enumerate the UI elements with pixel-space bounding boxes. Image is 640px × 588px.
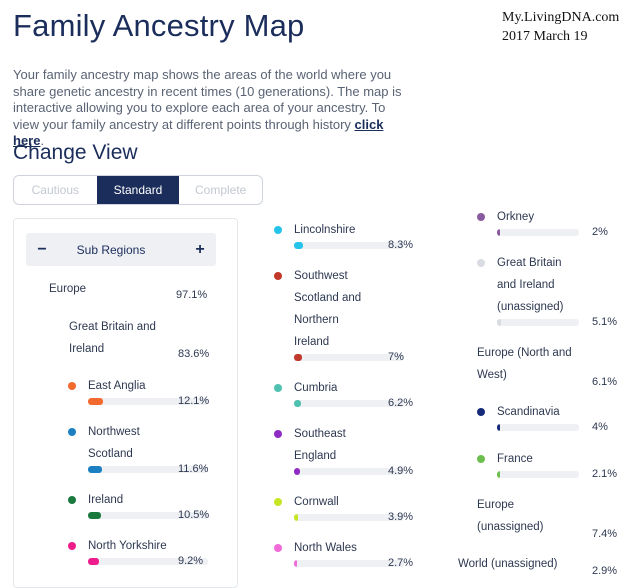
region-color-dot [68, 428, 76, 436]
region-percent: 6.1% [592, 376, 618, 388]
region-color-dot [274, 544, 282, 552]
intro-text: Your family ancestry map shows the areas… [13, 67, 413, 150]
subregion-name[interactable]: Southeast England [294, 428, 346, 462]
percentage-bar [497, 319, 579, 326]
subregion-name[interactable]: France [497, 453, 533, 465]
region-name[interactable]: Europe (unassigned) [477, 499, 544, 533]
percentage-bar [497, 424, 579, 431]
percentage-bar [294, 354, 404, 361]
subregion-percent: 9.2% [178, 555, 204, 567]
subregion-percent: 11.6% [178, 463, 209, 475]
percentage-fill [88, 466, 102, 473]
region-color-dot [274, 272, 282, 280]
region-color-dot [68, 382, 76, 390]
subregion-percent: 4% [592, 421, 608, 433]
region-name[interactable]: Europe [49, 283, 87, 295]
subregion-name[interactable]: North Yorkshire [88, 540, 167, 552]
percentage-fill [497, 229, 500, 236]
percentage-fill [294, 354, 302, 361]
region-name[interactable]: World (unassigned) [458, 558, 558, 570]
subregion-name[interactable]: Great Britain and Ireland (unassigned) [497, 257, 564, 313]
percentage-fill [497, 319, 501, 326]
region-color-dot [477, 213, 485, 221]
subregion-name[interactable]: Scandinavia [497, 406, 560, 418]
percentage-fill [294, 400, 301, 407]
percentage-bar [88, 558, 208, 565]
subregion-percent: 8.3% [388, 239, 414, 251]
region-name[interactable]: Europe (North and West) [477, 347, 572, 381]
percentage-fill [88, 558, 99, 565]
subregion-name[interactable]: Ireland [88, 494, 124, 506]
percentage-bar [294, 560, 404, 567]
region-color-dot [477, 455, 485, 463]
percentage-bar [294, 468, 404, 475]
subregion-percent: 12.1% [178, 395, 210, 407]
percentage-fill [497, 471, 500, 478]
subregion-percent: 3.9% [388, 511, 414, 523]
subregion-percent: 7% [388, 351, 404, 363]
percentage-bar [497, 471, 579, 478]
subregion-name[interactable]: Lincolnshire [294, 224, 356, 236]
subregion-name[interactable]: East Anglia [88, 380, 146, 392]
subregion-name[interactable]: Cornwall [294, 496, 339, 508]
region-color-dot [274, 498, 282, 506]
percentage-bar [294, 514, 404, 521]
region-color-dot [274, 384, 282, 392]
percentage-bar [88, 512, 208, 519]
subregion-percent: 2.7% [388, 557, 414, 569]
percentage-bar [88, 398, 208, 405]
subregion-percent: 4.9% [388, 465, 414, 477]
region-color-dot [68, 542, 76, 550]
region-name[interactable]: Great Britain and Ireland [69, 321, 156, 355]
region-percent: 7.4% [592, 528, 618, 540]
page-title: Family Ancestry Map [13, 8, 305, 43]
percentage-fill [294, 560, 297, 567]
subregion-percent: 5.1% [592, 316, 618, 328]
intro-body: Your family ancestry map shows the areas… [13, 67, 402, 132]
percentage-fill [88, 398, 103, 405]
percentage-fill [294, 468, 300, 475]
sub-regions-label: Sub Regions [76, 242, 146, 257]
region-percent: 97.1% [176, 289, 208, 301]
sub-regions-header: − Sub Regions + [26, 233, 216, 266]
region-percent: 83.6% [178, 348, 210, 360]
subregion-name[interactable]: Orkney [497, 211, 535, 223]
percentage-bar [88, 466, 208, 473]
tab-cautious[interactable]: Cautious [31, 183, 80, 197]
subregion-percent: 6.2% [388, 397, 414, 409]
subregion-name[interactable]: Cumbria [294, 382, 338, 394]
subregion-percent: 2.1% [592, 468, 618, 480]
region-color-dot [68, 496, 76, 504]
region-color-dot [274, 226, 282, 234]
percentage-fill [88, 512, 101, 519]
subregion-percent: 10.5% [178, 509, 210, 521]
subregion-name[interactable]: North Wales [294, 542, 357, 554]
region-percent: 2.9% [592, 565, 618, 577]
percentage-fill [294, 514, 298, 521]
source-stamp: My.LivingDNA.com 2017 March 19 [502, 8, 619, 46]
subregion-percent: 2% [592, 226, 608, 238]
click-here-link[interactable]: click here [13, 116, 384, 149]
percentage-fill [497, 424, 500, 431]
subregion-name[interactable]: Southwest Scotland and Northern Ireland [294, 270, 362, 348]
change-view-heading: Change View [13, 141, 138, 164]
view-selector: Cautious Standard Complete [13, 175, 263, 205]
tab-complete[interactable]: Complete [195, 183, 247, 197]
collapse-button[interactable]: − [37, 240, 47, 258]
region-color-dot [477, 408, 485, 416]
expand-button[interactable]: + [195, 240, 205, 258]
stamp-site: My.LivingDNA.com [502, 10, 620, 25]
percentage-bar [497, 229, 579, 236]
region-color-dot [477, 259, 485, 267]
percentage-bar [294, 242, 404, 249]
intro-end: . [40, 133, 45, 148]
subregion-name[interactable]: Northwest Scotland [88, 426, 140, 460]
region-color-dot [274, 430, 282, 438]
tab-standard[interactable]: Standard [96, 176, 180, 204]
stamp-date: 2017 March 19 [502, 29, 588, 44]
percentage-fill [294, 242, 303, 249]
percentage-bar [294, 400, 404, 407]
